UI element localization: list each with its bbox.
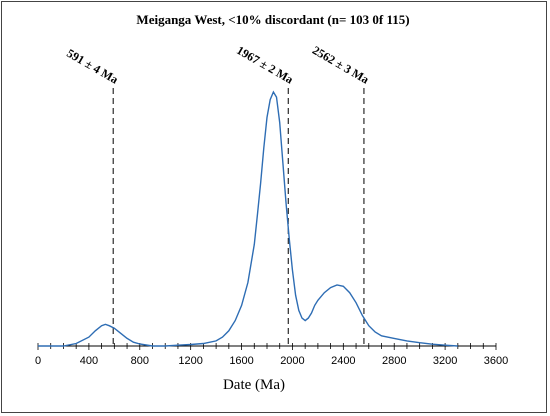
x-tick-label: 1200 [178,355,202,367]
x-axis-label: Date (Ma) [223,377,285,393]
peak-age-label: 2562 ± 3 Ma [310,43,371,87]
x-axis [37,343,497,350]
x-tick-label: 400 [80,355,98,367]
x-tick-label: 1600 [229,355,253,367]
x-tick-label: 3600 [484,355,508,367]
peak-age-label: 591 ± 4 Ma [64,46,120,87]
x-tick-label: 2400 [331,355,355,367]
x-tick-label: 3200 [433,355,457,367]
chart-title: Meiganga West, <10% discordant (n= 103 0… [136,12,409,27]
x-axis-ticks: 0 400 800 1200 1600 2000 2400 2800 3200 3600 [35,355,508,367]
probability-density-curve [38,90,458,347]
peak-annotations: 591 ± 4 Ma 1967 ± 2 Ma 2562 ± 3 Ma [64,43,371,346]
x-tick-label: 2800 [382,355,406,367]
x-tick-label: 800 [131,355,149,367]
x-tick-label: 0 [35,355,41,367]
x-tick-label: 2000 [280,355,304,367]
peak-age-label: 1967 ± 2 Ma [234,43,295,87]
